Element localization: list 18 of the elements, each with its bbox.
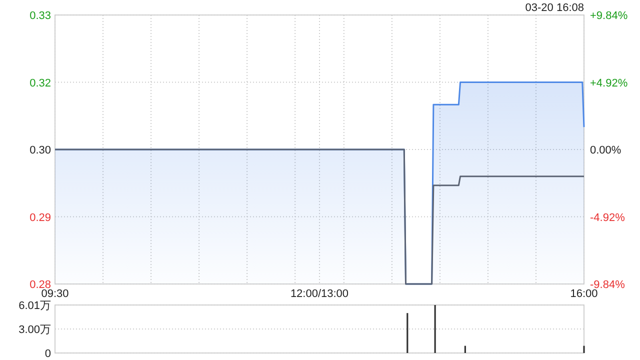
y-tick-label: 0.30 — [30, 144, 51, 156]
y2-tick-label: +4.92% — [590, 77, 628, 90]
y-tick-label: 0.28 — [30, 279, 51, 291]
y-tick-label: 0.29 — [30, 212, 51, 224]
y2-tick-label: -4.92% — [590, 212, 626, 224]
y-tick-label: 3.00万 — [18, 324, 51, 336]
y-tick-label: 0 — [44, 348, 51, 360]
y-tick-label: 0.32 — [30, 77, 51, 90]
y2-tick-label: -9.84% — [590, 279, 626, 291]
y-tick-label: 6.01万 — [18, 300, 51, 312]
x-tick-label: 09:30 — [41, 288, 69, 300]
y-tick-label: 0.33 — [30, 10, 51, 22]
text: 03-20 16:08 — [525, 2, 584, 14]
line-series — [54, 148, 585, 285]
x-tick-label: 16:00 — [570, 288, 598, 300]
x-tick-label: 12:00/13:00 — [290, 288, 349, 300]
y2-tick-label: 0.00% — [590, 144, 622, 156]
y2-tick-label: +9.84% — [590, 10, 628, 22]
